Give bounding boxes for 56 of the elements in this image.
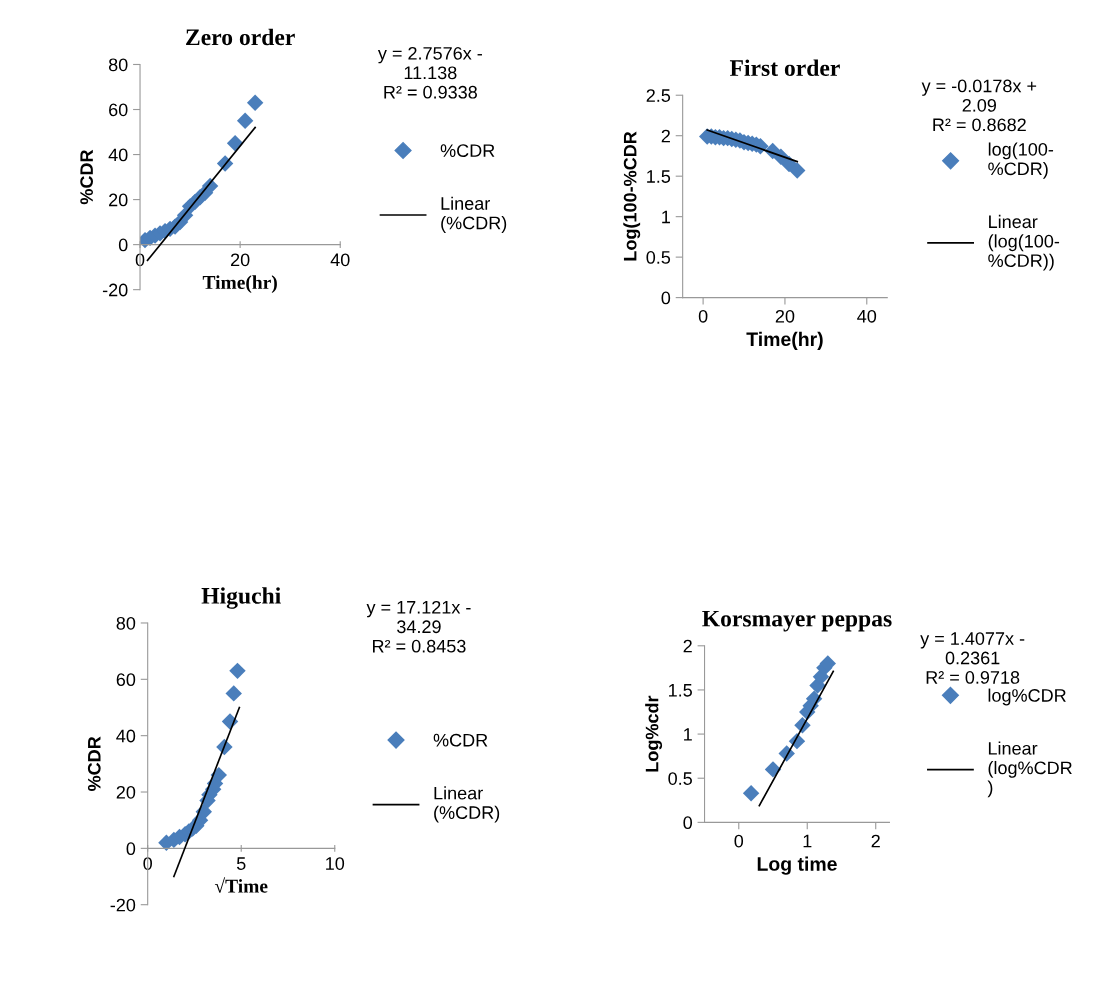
y-tick-label: 20 [109, 193, 128, 207]
y-axis-title: Log%cdr [645, 695, 663, 772]
legend-label: Linear (%CDR) [441, 196, 507, 233]
x-tick-label: 20 [775, 309, 795, 323]
y-tick-label: 1.5 [669, 684, 692, 697]
chart-title: First order [729, 59, 840, 77]
x-tick-label: 0 [135, 253, 145, 267]
chart-title: Korsmayer peppas [702, 610, 892, 632]
legend-label: Linear (log%CDR ) [987, 741, 1072, 798]
y-tick-label: 0.5 [646, 251, 671, 264]
legend-label: log(100- %CDR) [988, 142, 1054, 179]
y-tick-label: 1 [662, 210, 670, 224]
y-tick-label: 40 [108, 148, 128, 162]
y-tick-label: 80 [108, 58, 128, 72]
text: y = 17.121x - 34.29 R² = 0.8453 [366, 600, 471, 653]
x-tick-label: 0 [143, 857, 152, 870]
y-tick-label: 2 [683, 639, 692, 653]
legend-label: %CDR [440, 144, 495, 157]
legend-label: %CDR [433, 733, 488, 747]
y-axis-title: %CDR [80, 149, 94, 205]
x-axis-title: Time(hr) [202, 275, 277, 293]
y-tick-label: 0 [683, 816, 693, 830]
legend-label: log%CDR [988, 688, 1066, 706]
x-tick-label: 0 [734, 834, 744, 848]
y-tick-label: 0 [661, 291, 671, 305]
x-axis-title: Log time [757, 856, 837, 875]
y-tick-label: -20 [102, 283, 128, 297]
x-tick-label: 2 [871, 834, 880, 848]
y-tick-label: 40 [116, 729, 136, 743]
x-tick-label: 40 [857, 309, 877, 323]
y-axis-title: %CDR [87, 736, 101, 791]
x-axis-title: Time(hr) [746, 331, 823, 350]
y-tick-label: 0 [118, 238, 128, 252]
y-tick-label: 60 [109, 103, 128, 117]
y-axis-title: Log(100-%CDR [623, 131, 641, 261]
x-tick-label: 20 [231, 253, 250, 267]
text: y = 2.7576x - 11.138 R² = 0.9338 [377, 46, 482, 99]
x-tick-label: 5 [236, 857, 246, 870]
y-tick-label: 2.5 [646, 89, 671, 102]
chart-title: Zero order [186, 28, 295, 46]
y-tick-label: 20 [116, 785, 136, 799]
x-tick-label: 0 [698, 309, 708, 323]
x-tick-label: 10 [326, 857, 345, 870]
legend-label: Linear (log(100- %CDR)) [988, 214, 1060, 271]
chart-title: Higuchi [201, 587, 281, 609]
x-tick-label: 1 [803, 834, 812, 848]
y-tick-label: 0.5 [668, 772, 692, 785]
y-tick-label: 80 [116, 616, 136, 630]
y-tick-label: 2 [661, 129, 670, 143]
x-tick-label: 40 [330, 253, 350, 267]
y-tick-label: 60 [116, 673, 136, 687]
x-axis-title: √Time [214, 877, 268, 893]
legend-label: Linear (%CDR) [434, 786, 500, 823]
y-tick-label: -20 [110, 898, 136, 912]
y-tick-label: 1 [684, 728, 692, 741]
y-tick-label: 1.5 [647, 170, 671, 183]
